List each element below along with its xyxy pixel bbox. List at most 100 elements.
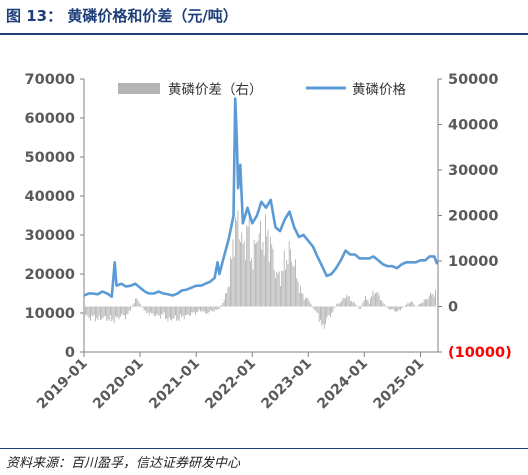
spread-bar bbox=[207, 306, 209, 314]
spread-bar bbox=[156, 306, 158, 315]
spread-bar bbox=[385, 305, 386, 307]
left-tick-label: 40000 bbox=[25, 189, 75, 205]
spread-bar bbox=[293, 266, 295, 307]
spread-bar bbox=[391, 306, 393, 310]
spread-bar bbox=[431, 294, 433, 307]
spread-bar bbox=[363, 300, 365, 307]
spread-bar bbox=[162, 306, 164, 315]
spread-bar bbox=[245, 260, 246, 307]
spread-bar bbox=[400, 306, 401, 311]
spread-bar bbox=[173, 306, 175, 318]
spread-bar bbox=[206, 306, 208, 315]
spread-bar bbox=[383, 303, 385, 307]
spread-bar bbox=[380, 300, 381, 307]
spread-bar bbox=[371, 296, 373, 307]
spread-bar bbox=[246, 225, 248, 307]
spread-bar bbox=[147, 306, 149, 313]
spread-bar bbox=[425, 299, 426, 307]
spread-bar bbox=[203, 306, 205, 312]
spread-bar bbox=[255, 243, 256, 307]
spread-bar bbox=[121, 306, 123, 314]
spread-bar bbox=[283, 250, 285, 307]
spread-bar bbox=[285, 269, 286, 307]
spread-bar bbox=[350, 301, 351, 307]
spread-bar bbox=[210, 306, 211, 310]
legend-label-spread: 黄磷价差（右） bbox=[168, 82, 263, 98]
spread-bar bbox=[435, 289, 436, 307]
spread-bar bbox=[137, 300, 139, 307]
spread-bar bbox=[336, 304, 338, 307]
spread-bar bbox=[98, 306, 100, 316]
spread-bar bbox=[235, 216, 236, 307]
spread-bar bbox=[302, 293, 304, 307]
spread-bar bbox=[217, 306, 219, 309]
spread-bar bbox=[408, 303, 410, 307]
spread-bar bbox=[382, 302, 384, 307]
spread-bar bbox=[278, 271, 280, 307]
spread-bar bbox=[417, 305, 419, 307]
spread-bar bbox=[150, 306, 151, 313]
spread-bar bbox=[352, 302, 354, 307]
spread-bar bbox=[186, 306, 188, 315]
spread-bar bbox=[381, 300, 383, 307]
legend-swatch-spread bbox=[118, 83, 160, 94]
spread-bar bbox=[373, 294, 375, 307]
spread-bar bbox=[330, 306, 331, 318]
spread-bar bbox=[261, 249, 263, 307]
spread-bar bbox=[222, 302, 224, 307]
spread-bar bbox=[91, 306, 93, 316]
spread-bar bbox=[226, 293, 228, 307]
spread-bar bbox=[113, 306, 115, 324]
spread-bar bbox=[345, 298, 346, 307]
spread-bar bbox=[428, 295, 430, 307]
spread-bar bbox=[247, 227, 249, 307]
spread-bar bbox=[432, 294, 434, 307]
spread-bar bbox=[216, 306, 218, 310]
spread-bar bbox=[128, 306, 130, 311]
spread-bar bbox=[106, 306, 108, 321]
spread-bar bbox=[253, 239, 255, 307]
spread-bar bbox=[213, 306, 215, 312]
spread-bar bbox=[292, 266, 294, 307]
x-tick-label: 2022-01 bbox=[202, 356, 259, 413]
spread-bar bbox=[365, 295, 366, 307]
right-tick-label: 0 bbox=[448, 300, 458, 316]
spread-bar bbox=[310, 303, 311, 307]
spread-bar bbox=[320, 306, 321, 320]
spread-bar bbox=[281, 270, 283, 307]
spread-bar bbox=[233, 256, 235, 307]
left-tick-label: 70000 bbox=[25, 72, 75, 88]
spread-bar bbox=[88, 306, 90, 319]
left-tick-label: 10000 bbox=[25, 306, 75, 322]
spread-bar bbox=[256, 242, 258, 307]
right-axis-ticks: (10000) 0 10000 20000 30000 40000 50000 bbox=[438, 72, 512, 361]
spread-bar bbox=[402, 306, 404, 308]
spread-bar bbox=[296, 278, 298, 307]
spread-bar bbox=[326, 306, 328, 318]
spread-bar bbox=[158, 306, 160, 316]
spread-bar bbox=[311, 305, 313, 307]
spread-bar bbox=[133, 303, 135, 307]
spread-bar bbox=[251, 257, 253, 307]
spread-bar bbox=[163, 306, 165, 313]
footer-divider bbox=[0, 448, 528, 449]
spread-bar bbox=[205, 306, 206, 314]
right-tick-label: 40000 bbox=[448, 118, 498, 134]
x-tick-label: 2020-01 bbox=[90, 356, 147, 413]
spread-bar bbox=[252, 269, 254, 307]
spread-bar bbox=[308, 301, 310, 307]
left-tick-label: 0 bbox=[65, 345, 75, 361]
spread-bar bbox=[165, 306, 166, 319]
spread-bar bbox=[105, 306, 106, 316]
spread-bar bbox=[228, 286, 230, 307]
spread-bar bbox=[401, 306, 403, 309]
source-note: 资料来源：百川盈孚，信达证券研发中心 bbox=[6, 456, 241, 471]
spread-bar bbox=[306, 298, 308, 307]
spread-bar bbox=[103, 306, 105, 317]
figure-title: 图 13： 黄磷价格和价差（元/吨） bbox=[6, 7, 238, 25]
spread-bar bbox=[218, 306, 220, 310]
spread-bar bbox=[240, 242, 241, 307]
spread-bar bbox=[348, 296, 350, 307]
spread-bar bbox=[395, 306, 396, 312]
spread-bar bbox=[270, 237, 271, 307]
